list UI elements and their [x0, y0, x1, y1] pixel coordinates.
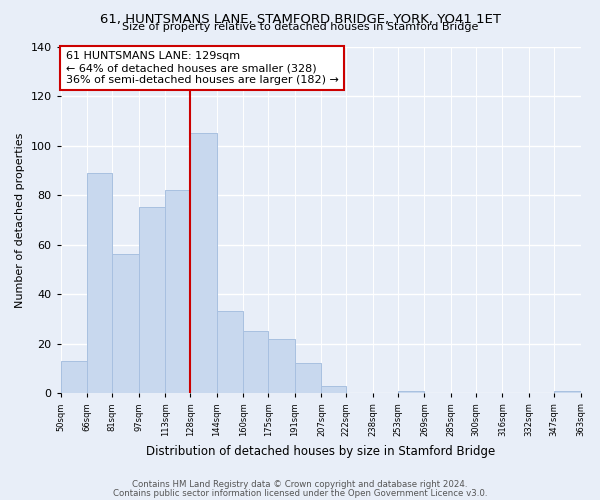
Text: Size of property relative to detached houses in Stamford Bridge: Size of property relative to detached ho… [122, 22, 478, 32]
Bar [398, 390, 424, 393]
Y-axis label: Number of detached properties: Number of detached properties [15, 132, 25, 308]
Bar [268, 338, 295, 393]
Text: 61, HUNTSMANS LANE, STAMFORD BRIDGE, YORK, YO41 1ET: 61, HUNTSMANS LANE, STAMFORD BRIDGE, YOR… [100, 12, 500, 26]
Bar [166, 190, 190, 393]
Bar [295, 364, 322, 393]
Bar [139, 208, 166, 393]
Bar [61, 361, 87, 393]
Bar [190, 133, 217, 393]
Text: Contains HM Land Registry data © Crown copyright and database right 2024.: Contains HM Land Registry data © Crown c… [132, 480, 468, 489]
Text: Contains public sector information licensed under the Open Government Licence v3: Contains public sector information licen… [113, 488, 487, 498]
Bar [244, 331, 268, 393]
Text: 61 HUNTSMANS LANE: 129sqm
← 64% of detached houses are smaller (328)
36% of semi: 61 HUNTSMANS LANE: 129sqm ← 64% of detac… [65, 52, 338, 84]
Bar [217, 312, 244, 393]
Bar [322, 386, 346, 393]
Bar [554, 390, 581, 393]
Bar [87, 173, 112, 393]
Bar [112, 254, 139, 393]
X-axis label: Distribution of detached houses by size in Stamford Bridge: Distribution of detached houses by size … [146, 444, 495, 458]
